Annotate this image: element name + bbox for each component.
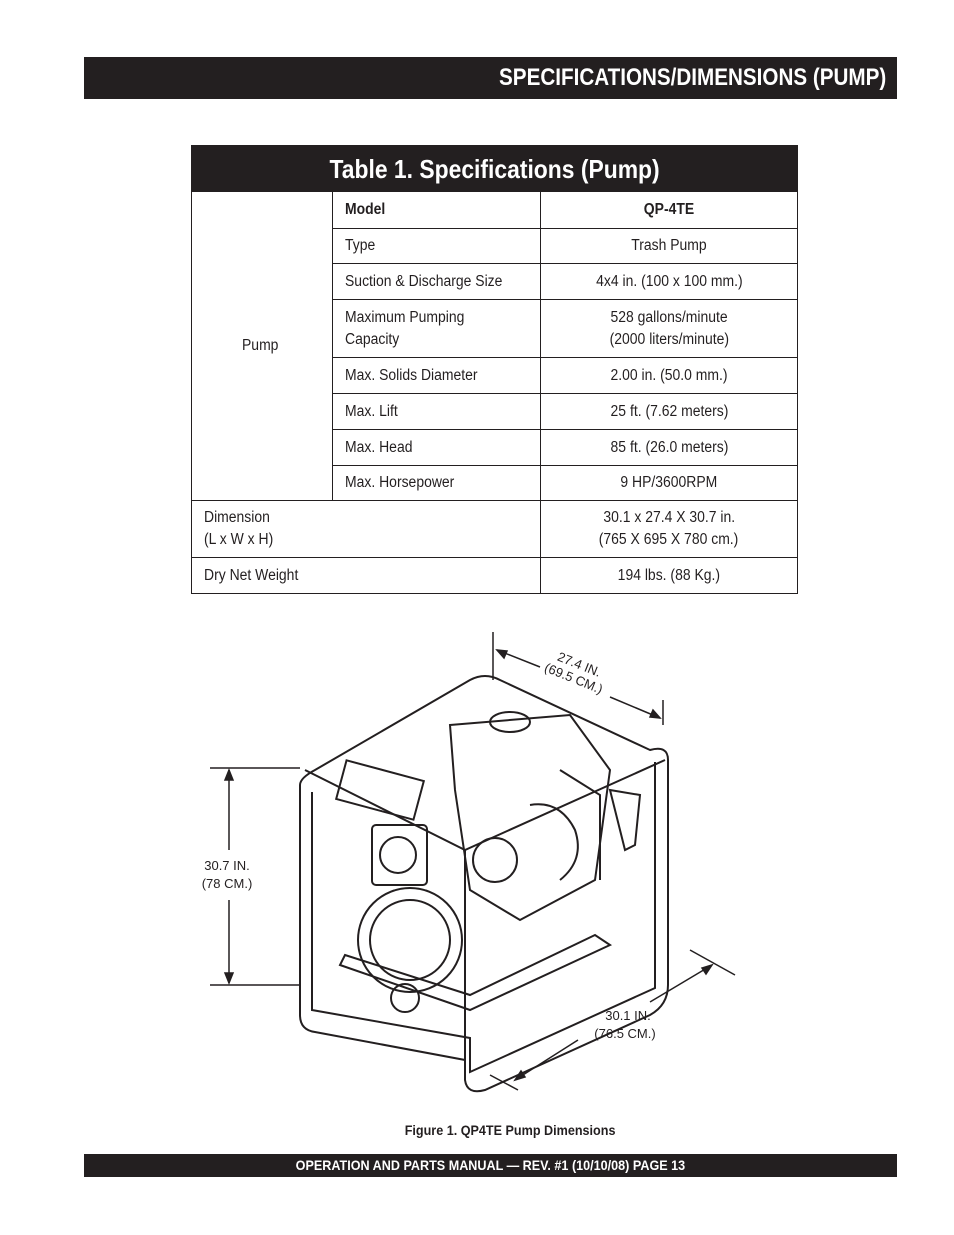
cell-text: Max. Solids Diameter: [345, 366, 478, 384]
label-cell: Max. Head: [332, 429, 541, 466]
value-cell: 4x4 in. (100 x 100 mm.): [539, 263, 799, 300]
cell-text: 4x4 in. (100 x 100 mm.): [595, 272, 743, 290]
footer-text: OPERATION AND PARTS MANUAL — REV. #1 (10…: [295, 1157, 686, 1173]
cell-text: (765 X 695 X 780 cm.): [599, 531, 739, 548]
cell-text: 85 ft. (26.0 meters): [610, 438, 728, 456]
figure-caption: Figure 1. QP4TE Pump Dimensions: [0, 1122, 954, 1138]
base: [338, 933, 613, 1012]
arrowheads: [495, 649, 662, 719]
table-title-cell: Table 1. Specifications (Pump): [190, 145, 799, 192]
value-cell: 30.1 x 27.4 X 30.7 in. (765 X 695 X 780 c…: [539, 500, 799, 558]
cell-text: 25 ft. (7.62 meters): [610, 402, 728, 420]
arrowheads: [513, 963, 714, 1082]
spec-row-wide: Dry Net Weight 194 lbs. (88 Kg.): [191, 557, 799, 594]
dimension-line: [649, 964, 713, 1003]
frame-outline: [299, 675, 669, 1093]
hose-port: [334, 759, 426, 821]
length-label: 30.1 IN.: [605, 1008, 651, 1023]
cell-text: Capacity: [345, 330, 400, 348]
cell-text: 528 gallons/minute: [610, 308, 728, 326]
spec-table: Table 1. Specifications (Pump) Pump Model…: [190, 145, 799, 594]
cell-text: 30.1 x 27.4 X 30.7 in.: [603, 509, 735, 526]
pump-body: [357, 887, 463, 993]
value-cell: 194 lbs. (88 Kg.): [539, 557, 799, 594]
spec-row: Maximum Pumping Capacity 528 gallons/minut…: [192, 299, 799, 358]
cell-text: (2000 liters/minute): [609, 330, 729, 348]
group-cell: Pump: [191, 191, 333, 501]
cell-text: Model: [345, 201, 386, 218]
height-label: 30.7 IN.: [204, 858, 250, 873]
discharge-port: [379, 836, 417, 874]
dimension-lines: [210, 632, 736, 1091]
spec-row: Type Trash Pump: [192, 228, 799, 264]
frame-inner: [311, 762, 656, 1074]
engine: [448, 713, 612, 922]
cell-text: Suction & Discharge Size: [345, 272, 503, 290]
table-body: Table 1. Specifications (Pump) Pump Model…: [190, 145, 799, 594]
cell-text: Maximum Pumping: [345, 308, 465, 326]
cell-text: QP-4TE: [643, 201, 695, 218]
engine-detail: [529, 769, 601, 881]
suction-port: [472, 837, 518, 883]
table-title: Table 1. Specifications (Pump): [329, 153, 660, 184]
label-cell: Maximum Pumping Capacity: [332, 299, 541, 358]
spec-row: Max. Horsepower 9 HP/3600RPM: [192, 465, 799, 501]
cell-text: 9 HP/3600RPM: [620, 474, 718, 491]
pump-drawing: [299, 675, 669, 1093]
fuel-cap: [489, 711, 531, 733]
extension-line: [689, 949, 736, 976]
drain-port: [390, 983, 420, 1013]
footer-bar: OPERATION AND PARTS MANUAL — REV. #1 (10…: [84, 1154, 897, 1177]
label-cell: Max. Solids Diameter: [332, 357, 541, 394]
label-cell: Max. Lift: [332, 393, 541, 430]
value-cell: 528 gallons/minute (2000 liters/minute): [539, 299, 799, 358]
extension-line: [489, 1074, 519, 1091]
cell-text: 2.00 in. (50.0 mm.): [610, 366, 728, 384]
group-label: Pump: [241, 337, 279, 354]
arrowheads: [223, 767, 235, 986]
label-cell: Type: [332, 228, 541, 264]
discharge-flange: [371, 824, 428, 886]
cell-text: Dry Net Weight: [204, 566, 299, 584]
cell-text: Max. Horsepower: [345, 474, 455, 491]
dimension-line: [514, 1039, 579, 1081]
header-bar: SPECIFICATIONS/DIMENSIONS (PUMP): [84, 57, 897, 99]
spec-row: Suction & Discharge Size 4x4 in. (100 x 1…: [192, 263, 799, 300]
muffler: [608, 788, 642, 852]
header-title: SPECIFICATIONS/DIMENSIONS (PUMP): [498, 64, 886, 91]
value-cell: 2.00 in. (50.0 mm.): [539, 357, 799, 394]
label-cell: Dry Net Weight: [191, 557, 541, 594]
spec-row: Max. Solids Diameter 2.00 in. (50.0 mm.): [192, 357, 799, 394]
height-label: (78 CM.): [202, 876, 253, 891]
cell-text: 194 lbs. (88 Kg.): [617, 566, 721, 584]
spec-row: Max. Lift 25 ft. (7.62 meters): [192, 393, 799, 430]
cell-text: Max. Head: [345, 438, 413, 456]
width-label-group: 27.4 IN. (69.5 CM.): [542, 649, 605, 697]
value-cell: 85 ft. (26.0 meters): [539, 429, 799, 466]
label-cell: Max. Horsepower: [332, 465, 541, 501]
cell-text: Dimension: [204, 509, 270, 526]
value-cell: 9 HP/3600RPM: [539, 465, 799, 501]
caption-text: Figure 1. QP4TE Pump Dimensions: [404, 1122, 616, 1138]
cell-text: Trash Pump: [631, 237, 707, 254]
pump-cover: [369, 899, 451, 981]
spec-row: Pump Model QP-4TE: [191, 191, 799, 501]
value-cell: QP-4TE: [539, 191, 799, 229]
label-cell: Suction & Discharge Size: [332, 263, 541, 300]
cell-text: (L x W x H): [204, 531, 274, 548]
value-cell: 25 ft. (7.62 meters): [539, 393, 799, 430]
table-title-row: Table 1. Specifications (Pump): [190, 145, 799, 192]
pump-figure: 27.4 IN. (69.5 CM.) 30.7 IN. (78 CM.) 30…: [202, 632, 736, 1093]
cell-text: Type: [345, 237, 376, 254]
value-cell: Trash Pump: [539, 228, 799, 264]
label-cell: Model: [332, 191, 541, 229]
cell-text: Max. Lift: [345, 402, 398, 420]
length-label: (76.5 CM.): [594, 1026, 655, 1041]
spec-row-wide: Dimension (L x W x H) 30.1 x 27.4 X 30.7 i…: [191, 500, 799, 558]
label-cell: Dimension (L x W x H): [191, 500, 541, 558]
